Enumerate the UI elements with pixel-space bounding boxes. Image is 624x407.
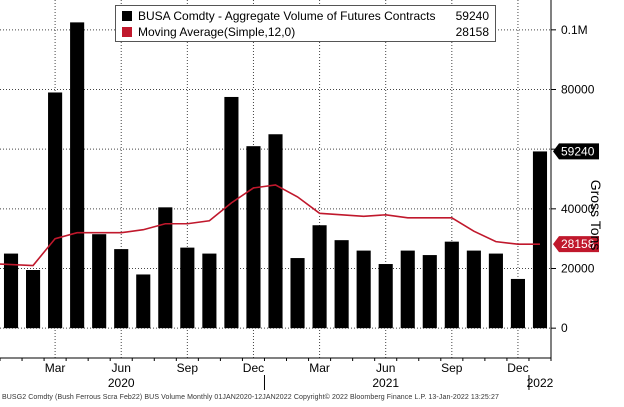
x-tick-label: Mar xyxy=(309,361,330,375)
bar xyxy=(202,253,217,329)
bar xyxy=(312,225,327,329)
bar xyxy=(158,207,173,329)
moving-average-last-value-tag-shape xyxy=(553,236,599,253)
legend-item-moving-average: Moving Average(Simple,12,0) 28158 xyxy=(120,24,491,40)
y-axis-label: Gross Tons xyxy=(588,179,604,251)
bar xyxy=(488,253,503,329)
legend-value-volume: 59240 xyxy=(455,9,489,23)
bar xyxy=(334,240,349,329)
x-tick-label: Mar xyxy=(45,361,66,375)
x-tick-label: Jun xyxy=(376,361,395,375)
value-tags: 59240 28158 xyxy=(553,143,599,253)
y-tick-label: 0.1M xyxy=(561,23,588,37)
year-label: 2021 xyxy=(372,376,399,390)
x-tick-label: Sep xyxy=(441,361,463,375)
legend-item-volume: BUSA Comdty - Aggregate Volume of Future… xyxy=(120,8,491,24)
bar xyxy=(48,92,63,329)
moving-average-line xyxy=(0,184,540,267)
legend-label-moving-average: Moving Average(Simple,12,0) xyxy=(138,25,296,39)
bar xyxy=(400,250,415,329)
bar xyxy=(290,258,305,329)
legend-label-volume: BUSA Comdty - Aggregate Volume of Future… xyxy=(138,9,436,23)
bar xyxy=(378,264,393,329)
bar xyxy=(92,234,107,329)
bars xyxy=(3,22,548,329)
x-tick-label: Jun xyxy=(112,361,131,375)
legend: BUSA Comdty - Aggregate Volume of Future… xyxy=(115,5,496,42)
y-tick-label: 0 xyxy=(561,321,568,335)
volume-last-value-tag-shape xyxy=(553,143,599,160)
legend-swatch-bar xyxy=(122,11,132,21)
tick-labels: 0200004000060000800000.1MMarJunSepDecMar… xyxy=(45,23,595,390)
year-label: 2022 xyxy=(527,376,554,390)
bar xyxy=(466,250,481,329)
x-tick-label: Dec xyxy=(243,361,264,375)
bar xyxy=(180,247,195,329)
moving-average-series xyxy=(0,184,540,267)
bar xyxy=(356,250,371,329)
bar xyxy=(532,151,548,329)
bar xyxy=(246,146,261,329)
y-tick-label: 20000 xyxy=(561,262,595,276)
bar xyxy=(224,96,239,329)
bar xyxy=(444,241,459,329)
legend-swatch-line xyxy=(122,27,132,37)
legend-value-moving-average: 28158 xyxy=(455,25,489,39)
y-tick-label: 80000 xyxy=(561,83,595,97)
bar xyxy=(268,134,283,329)
bar xyxy=(510,278,525,329)
year-label: 2020 xyxy=(108,376,135,390)
x-tick-label: Sep xyxy=(177,361,199,375)
bar xyxy=(136,274,151,329)
bar xyxy=(422,255,437,329)
y-tick-label: 40000 xyxy=(561,202,595,216)
bar xyxy=(70,22,85,329)
bar xyxy=(26,269,41,329)
bar xyxy=(114,249,129,329)
moving-average-last-value-tag-label: 28158 xyxy=(561,237,595,251)
volume-last-value-tag-label: 59240 xyxy=(561,144,595,158)
x-tick-label: Dec xyxy=(507,361,528,375)
bar xyxy=(3,253,19,329)
axes xyxy=(0,0,556,390)
footer-text: BUSG2 Comdty (Bush Ferrous Scra Feb22) B… xyxy=(2,394,499,401)
